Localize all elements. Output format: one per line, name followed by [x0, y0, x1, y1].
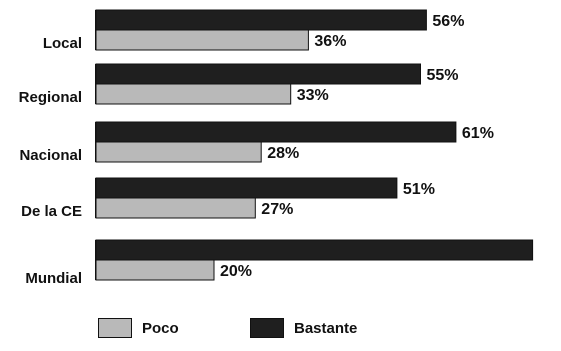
- bar-bastante-mundial: [95, 239, 534, 261]
- legend-item-bastante: Bastante: [250, 318, 357, 338]
- category-label-regional: Regional: [18, 89, 82, 106]
- legend-label-bastante: Bastante: [294, 319, 358, 337]
- category-label-mundial: Mundial: [25, 270, 82, 287]
- data-label-bastante-nacional: 61%: [462, 125, 494, 142]
- data-label-bastante-regional: 55%: [427, 67, 459, 84]
- bar-poco-nacional: [95, 141, 262, 163]
- bar-poco-regional: [95, 83, 292, 105]
- bar-poco-local: [95, 29, 309, 51]
- legend-item-poco: Poco: [98, 318, 179, 338]
- category-label-de-la-ce: De la CE: [21, 203, 82, 220]
- legend-swatch-poco: [98, 318, 132, 338]
- bar-poco-mundial: [95, 259, 215, 281]
- bar-bastante-regional: [95, 63, 421, 85]
- data-label-bastante-local: 56%: [432, 13, 464, 30]
- bar-poco-de-la-ce: [95, 197, 256, 219]
- data-label-bastante-de-la-ce: 51%: [403, 181, 435, 198]
- category-label-local: Local: [42, 35, 82, 52]
- legend-swatch-bastante: [250, 318, 284, 338]
- data-label-poco-nacional: 28%: [267, 145, 299, 162]
- data-label-poco-local: 36%: [314, 33, 346, 50]
- bar-bastante-de-la-ce: [95, 177, 398, 199]
- category-label-nacional: Nacional: [19, 147, 82, 164]
- legend-label-poco: Poco: [142, 319, 179, 337]
- bar-bastante-local: [95, 9, 427, 31]
- data-label-poco-de-la-ce: 27%: [261, 201, 293, 218]
- data-label-poco-regional: 33%: [297, 87, 329, 104]
- bar-bastante-nacional: [95, 121, 457, 143]
- data-label-poco-mundial: 20%: [220, 263, 252, 280]
